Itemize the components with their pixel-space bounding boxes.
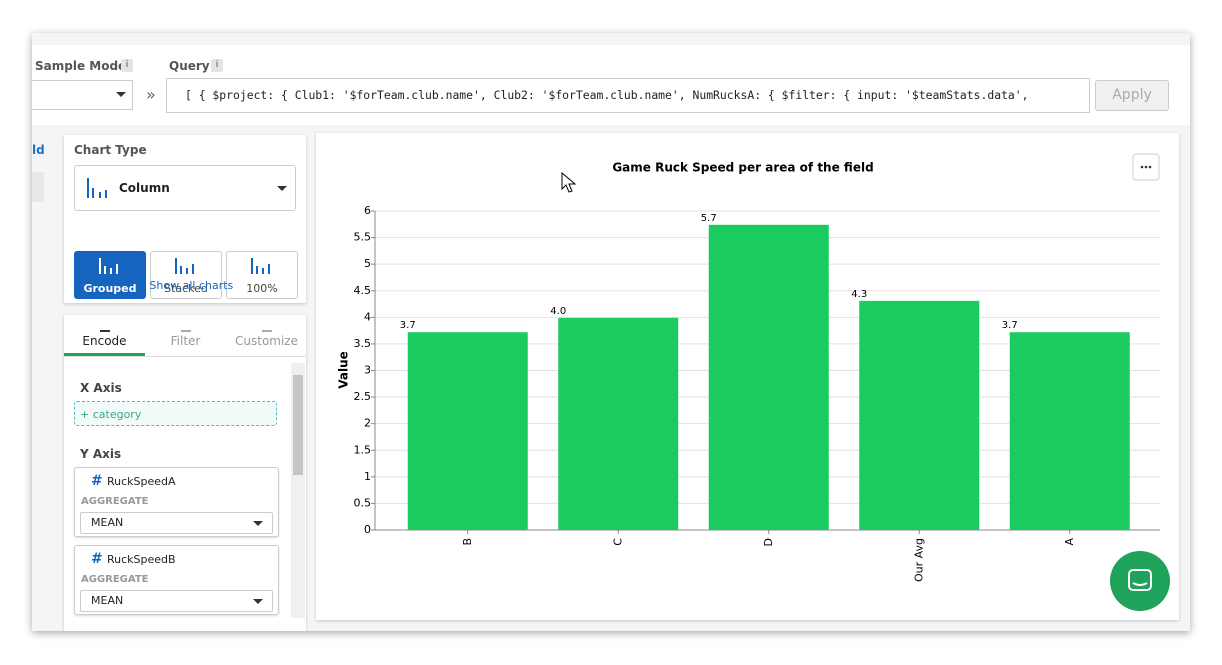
query-label: Query — [169, 59, 210, 73]
y-tick-label: 2 — [364, 417, 371, 430]
value-label: 5.7 — [701, 213, 717, 224]
encode-panel: Encode Filter Customize X Axis + category … — [64, 315, 306, 631]
tab[interactable]: Encode — [64, 315, 145, 356]
chart-type-panel: Chart Type Column Grouped Stacked 100% ⌄ S… — [64, 135, 306, 303]
dropdown-arrow — [116, 92, 126, 97]
bar — [859, 300, 980, 530]
option-label[interactable]: Grouped — [83, 282, 137, 295]
y-field-card[interactable]: # RuckSpeedB AGGREGATE MEAN — [74, 545, 279, 615]
option-icon — [175, 258, 194, 274]
y-tick-label: 0.5 — [354, 496, 372, 509]
chart-title: Game Ruck Speed per area of the field — [612, 161, 873, 175]
value-label: 4.0 — [550, 306, 566, 317]
chart-panel: Game Ruck Speed per area of the field Va… — [316, 133, 1179, 620]
field-name: RuckSpeedA — [107, 475, 176, 488]
y-axis-label: Value — [337, 351, 351, 389]
chart-option[interactable]: 100% — [226, 251, 298, 299]
aggregate-select[interactable]: MEAN — [80, 590, 273, 612]
y-field-card[interactable]: # RuckSpeedA AGGREGATE MEAN — [74, 467, 279, 537]
y-tick-label: 2.5 — [354, 390, 372, 403]
show-all-text[interactable]: Show all charts — [149, 279, 234, 292]
y-tick-label: 3.5 — [354, 337, 372, 350]
bar — [1009, 332, 1130, 530]
value-label: 4.3 — [851, 289, 867, 300]
tab[interactable]: Filter — [145, 315, 226, 356]
bar — [407, 332, 528, 530]
menu-dots — [1140, 165, 1152, 169]
value-label: 3.7 — [1002, 320, 1018, 331]
tab-label[interactable]: Filter — [170, 334, 201, 348]
option-icon — [251, 258, 270, 274]
info-icon[interactable]: i — [121, 59, 133, 72]
tab[interactable]: Customize — [226, 315, 307, 356]
field-name: RuckSpeedB — [107, 553, 176, 566]
option-label[interactable]: 100% — [246, 282, 278, 295]
dropdown-arrow — [253, 599, 263, 604]
y-tick-label: 1.5 — [354, 443, 372, 456]
x-axis-heading: X Axis — [80, 381, 122, 395]
bar — [708, 224, 829, 530]
y-tick-label: 5.5 — [354, 231, 372, 244]
chart-type-title: Chart Type — [74, 143, 147, 157]
separator: » — [146, 85, 156, 104]
x-tick-label: B — [461, 538, 474, 546]
tab-icon — [181, 322, 191, 332]
aggregate-value[interactable]: MEAN — [91, 594, 124, 607]
option-label[interactable]: Stacked — [164, 282, 208, 295]
query-text: [ { $project: { Club1: '$forTeam.club.na… — [185, 88, 1029, 102]
y-tick-label: 6 — [364, 204, 371, 217]
y-tick-label: 0 — [364, 523, 371, 536]
x-tick-label: A — [1063, 538, 1076, 546]
tab-icon — [100, 322, 110, 332]
y-tick-label: 4.5 — [354, 284, 372, 297]
aggregate-select[interactable]: MEAN — [80, 512, 273, 534]
y-tick-label: 1 — [364, 470, 371, 483]
app-window: Sample Mode i » Query i [ { $project: { … — [32, 33, 1190, 631]
tab-divider — [64, 356, 306, 357]
chart-type-select[interactable]: Column — [74, 165, 296, 211]
chart-type-value: Column — [119, 181, 170, 195]
x-tick-label: C — [611, 538, 624, 546]
show-all-link[interactable]: ⌄ Show all charts — [136, 279, 234, 292]
aggregate-label: AGGREGATE — [81, 574, 149, 585]
chart-option[interactable]: Stacked — [150, 251, 222, 299]
sidebar-label: ld — [32, 143, 45, 157]
sample-mode-label: Sample Mode — [35, 59, 127, 73]
dropdown-arrow — [253, 521, 263, 526]
field-type-icon: # — [91, 473, 103, 489]
info-icon[interactable]: i — [211, 59, 223, 72]
y-tick-label: 5 — [364, 257, 371, 270]
apply-button[interactable]: Apply — [1095, 80, 1169, 111]
scrollbar[interactable] — [291, 363, 305, 618]
column-icon — [87, 178, 287, 198]
aggregate-value[interactable]: MEAN — [91, 516, 124, 529]
sample-select[interactable] — [32, 80, 133, 110]
sidebar-item — [32, 172, 44, 202]
y-axis-heading: Y Axis — [80, 447, 122, 461]
x-tick-label: D — [762, 538, 775, 546]
y-tick-label: 3 — [364, 364, 371, 377]
option-icon — [99, 258, 118, 274]
tab-label[interactable]: Customize — [235, 334, 298, 348]
mouse-cursor — [561, 171, 577, 193]
tab-icon — [262, 322, 272, 332]
query-input[interactable]: [ { $project: { Club1: '$forTeam.club.na… — [166, 78, 1090, 113]
chart-option[interactable]: Grouped — [74, 251, 146, 299]
x-field-drop[interactable]: + category — [74, 401, 277, 426]
scroll-thumb[interactable] — [293, 375, 303, 475]
aggregate-label: AGGREGATE — [81, 496, 149, 507]
field-type-icon: # — [91, 551, 103, 567]
chat-launcher[interactable] — [1108, 549, 1172, 613]
tab-label[interactable]: Encode — [82, 334, 127, 348]
x-tick-label: Our Avg — [912, 538, 925, 582]
bar — [558, 317, 679, 530]
value-label: 3.7 — [400, 320, 416, 331]
chart: Game Ruck Speed per area of the field Va… — [337, 153, 1160, 582]
y-tick-label: 4 — [364, 310, 371, 323]
